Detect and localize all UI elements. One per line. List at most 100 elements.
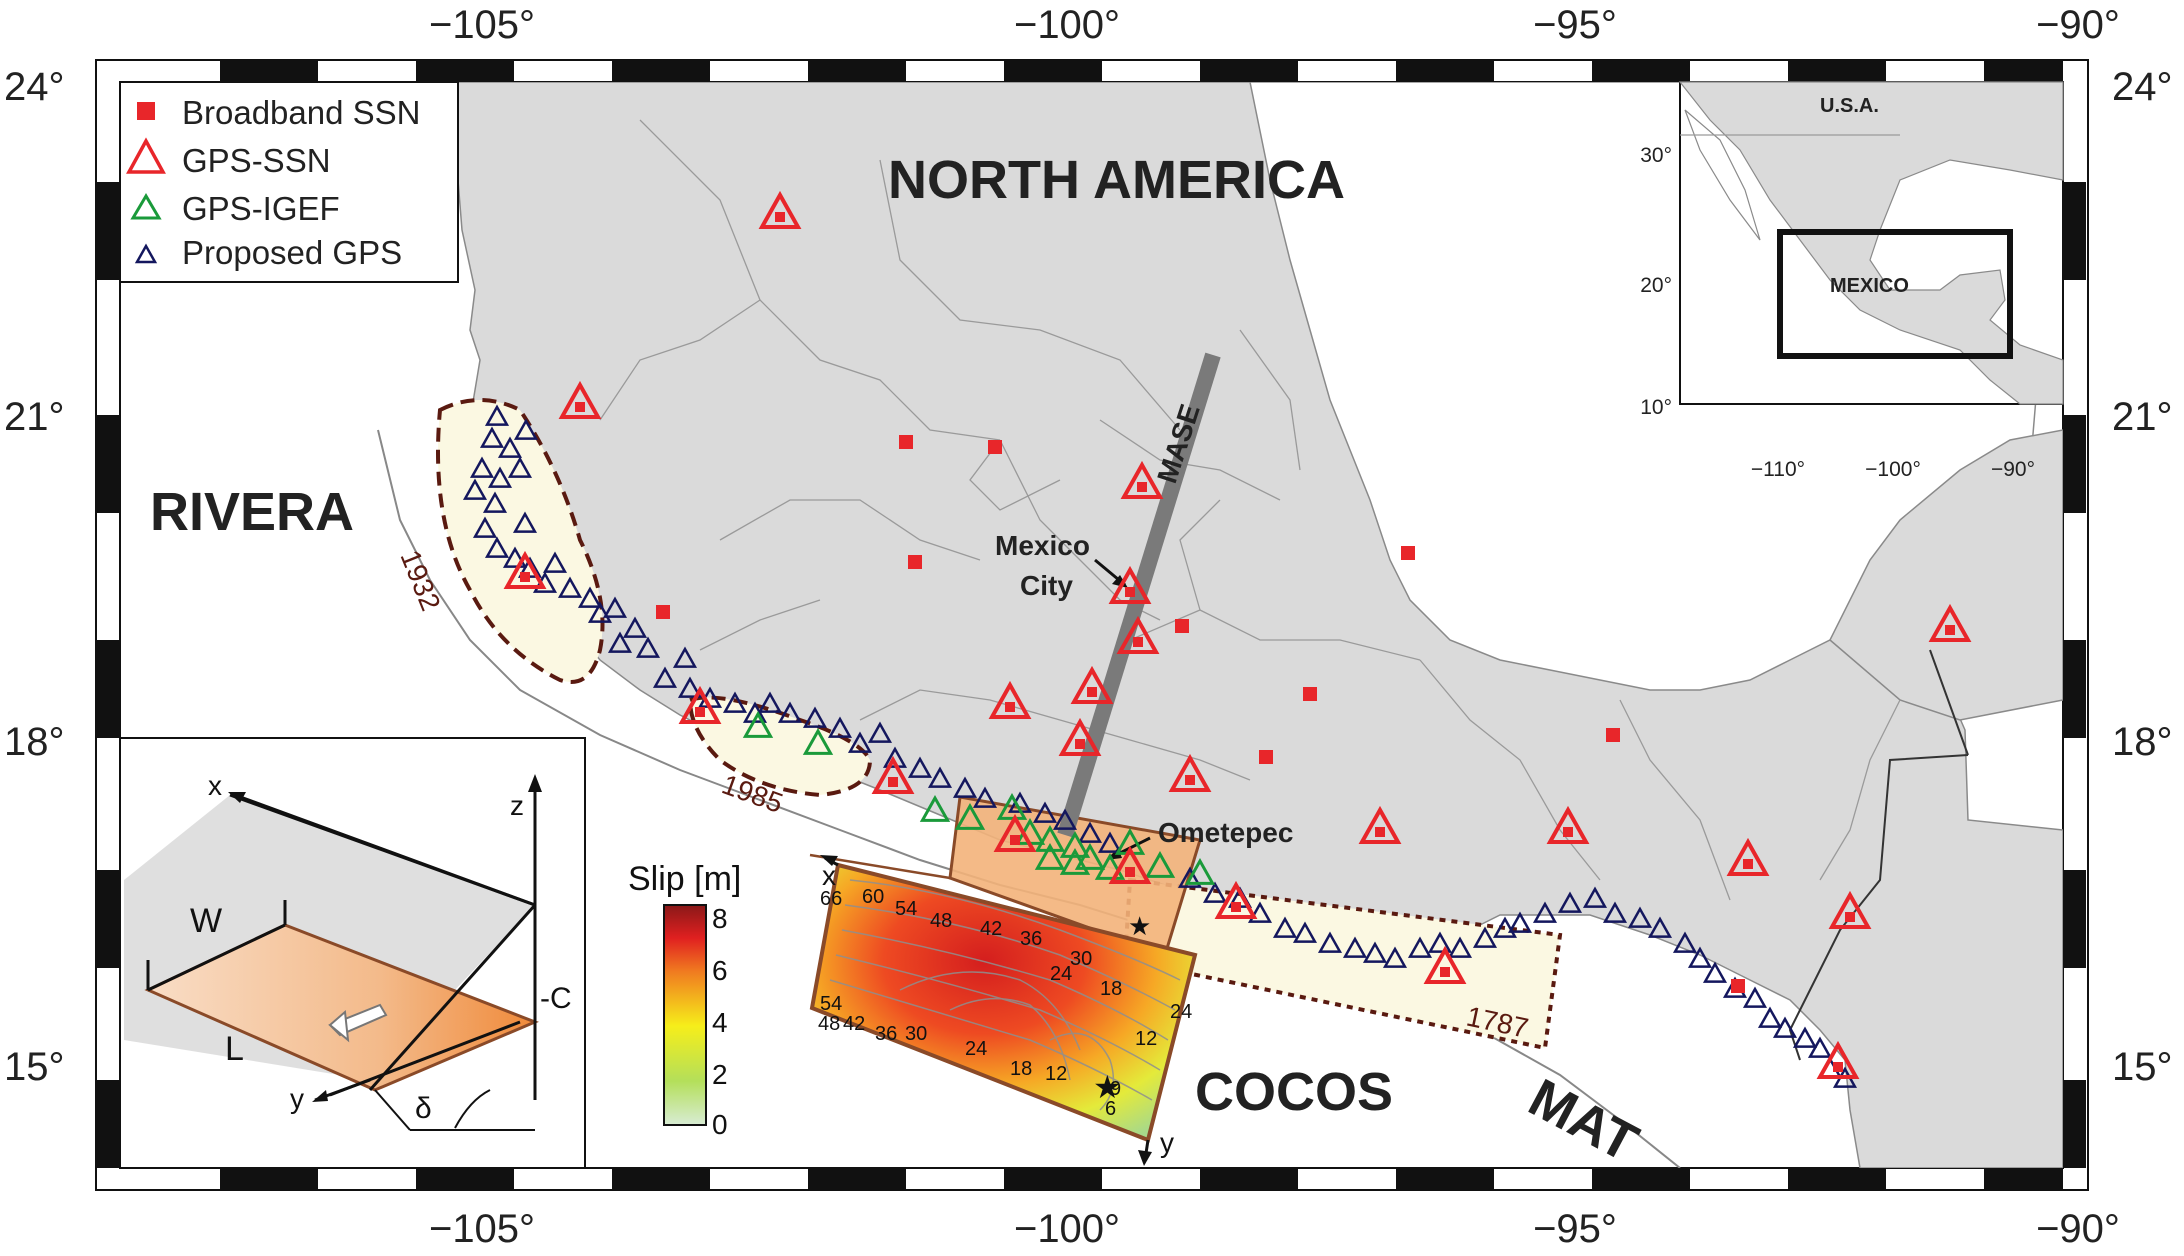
proposed-gps-triangle-icon [487,466,513,488]
gps-igef-triangle-icon [1034,842,1066,870]
lon-tick-top-90: −90° [2036,3,2120,47]
legend-broadband-square-icon [137,102,155,120]
inset-lat-30: 30° [1640,144,1672,167]
diagram-label-w: W [190,902,222,940]
broadband-station-square-icon [908,555,922,569]
proposed-gps-triangle-icon [1177,866,1203,888]
gps-igef-triangle-icon [1144,850,1176,878]
proposed-gps-triangle-icon [1772,1016,1798,1038]
gps-ssn-square-icon [1563,827,1573,837]
proposed-gps-triangle-icon [972,786,998,808]
gps-ssn-square-icon [1137,482,1147,492]
lon-tick-top-95: −95° [1533,3,1617,47]
gps-igef-triangle-icon [1059,847,1091,875]
contour-label: 60 [862,886,884,908]
proposed-gps-triangle-icon [472,516,498,538]
proposed-gps-triangle-icon [1702,961,1728,983]
diagram-label-x: x [208,770,222,801]
inset-lon-90: −90° [1991,458,2035,481]
broadband-station-square-icon [1606,728,1620,742]
proposed-gps-triangle-icon [513,418,539,440]
broadband-station-square-icon [1259,750,1273,764]
slip-colorbar: Slip [m] 8 6 4 2 0 [628,860,741,1140]
contour-label: 24 [965,1038,987,1060]
colorbar-tick-2: 2 [712,1059,728,1090]
gps-ssn-triangle-icon [1168,753,1212,792]
colorbar-tick-0: 0 [712,1109,728,1140]
contour-label: 54 [820,993,842,1015]
inset-map: U.S.A. MEXICO 30° 20° 10° −110° −100° −9… [1640,81,2064,481]
gps-ssn-square-icon [1125,587,1135,597]
gps-ssn-square-icon [1087,687,1097,697]
lat-tick-right-24: 24° [2112,65,2173,109]
gps-ssn-square-icon [575,402,585,412]
gps-ssn-triangle-icon [1214,880,1258,919]
gps-ssn-square-icon [888,777,898,787]
gps-ssn-square-icon [1125,867,1135,877]
lon-tick-bottom-90: −90° [2036,1207,2120,1251]
broadband-station-square-icon [656,605,670,619]
gps-igef-triangle-icon [742,710,774,738]
proposed-gps-triangle-icon [867,721,893,743]
proposed-gps-triangle-icon [652,666,678,688]
legend-label-gps-igef: GPS-IGEF [182,190,340,227]
gps-igef-triangle-icon [1184,857,1216,885]
gps-ssn-square-icon [1010,835,1020,845]
proposed-gps-triangle-icon [482,491,508,513]
gps-igef-triangle-icon [996,792,1028,820]
proposed-gps-triangle-icon [757,691,783,713]
broadband-station-square-icon [1731,979,1745,993]
colorbar-tick-4: 4 [712,1007,728,1038]
contour-label: 54 [895,898,917,920]
proposed-gps-triangle-icon [672,646,698,668]
gps-ssn-triangle-icon [993,813,1037,852]
proposed-gps-triangle-icon [479,426,505,448]
proposed-gps-triangle-icon [777,701,803,723]
proposed-gps-triangle-icon [1317,931,1343,953]
gps-ssn-triangle-icon [1546,805,1590,844]
proposed-gps-triangle-icon [1687,946,1713,968]
contour-label: 6 [1105,1098,1116,1120]
contour-label: 48 [930,910,952,932]
plate-label-rivera: RIVERA [150,482,354,542]
gps-ssn-triangle-icon [503,550,547,589]
contour-label: 48 [818,1013,840,1035]
broadband-station-square-icon [899,435,913,449]
proposed-gps-triangle-icon [802,706,828,728]
diagram-label-delta: δ [415,1092,432,1125]
lat-tick-left-15: 15° [4,1045,65,1089]
gps-ssn-square-icon [1945,625,1955,635]
broadband-station-square-icon [1175,619,1189,633]
gps-igef-triangle-icon [1094,852,1126,880]
gps-ssn-square-icon [1743,859,1753,869]
proposed-gps-triangle-icon [1077,821,1103,843]
proposed-gps-triangle-icon [1532,901,1558,923]
gps-igef-triangle-icon [1059,830,1091,858]
inset-lon-100: −100° [1865,458,1921,481]
gps-ssn-triangle-icon [1423,945,1467,984]
proposed-gps-triangle-icon [1447,936,1473,958]
gps-ssn-square-icon [1231,902,1241,912]
contour-label: 24 [1170,1001,1192,1023]
lat-tick-left-18: 18° [4,720,65,764]
proposed-gps-triangle-icon [827,716,853,738]
proposed-gps-triangle-icon [1672,931,1698,953]
contour-label: 12 [1045,1063,1067,1085]
gps-ssn-triangle-icon [1108,845,1152,884]
country-border-north [1929,649,1969,756]
contour-label: 9 [1110,1078,1121,1100]
legend-label-gps-ssn: GPS-SSN [182,142,331,179]
gps-ssn-triangle-icon [758,190,802,229]
legend-label-broadband: Broadband SSN [182,94,421,131]
slip-axis-x: x [822,860,836,891]
lat-tick-left-24: 24° [4,65,65,109]
gps-igef-triangle-icon [1034,824,1066,852]
station-markers [462,190,1972,1088]
gps-ssn-triangle-icon [678,685,722,724]
gps-ssn-square-icon [1375,827,1385,837]
gps-ssn-triangle-icon [558,380,602,419]
gps-ssn-triangle-icon [1058,717,1102,756]
gps-ssn-square-icon [1075,739,1085,749]
